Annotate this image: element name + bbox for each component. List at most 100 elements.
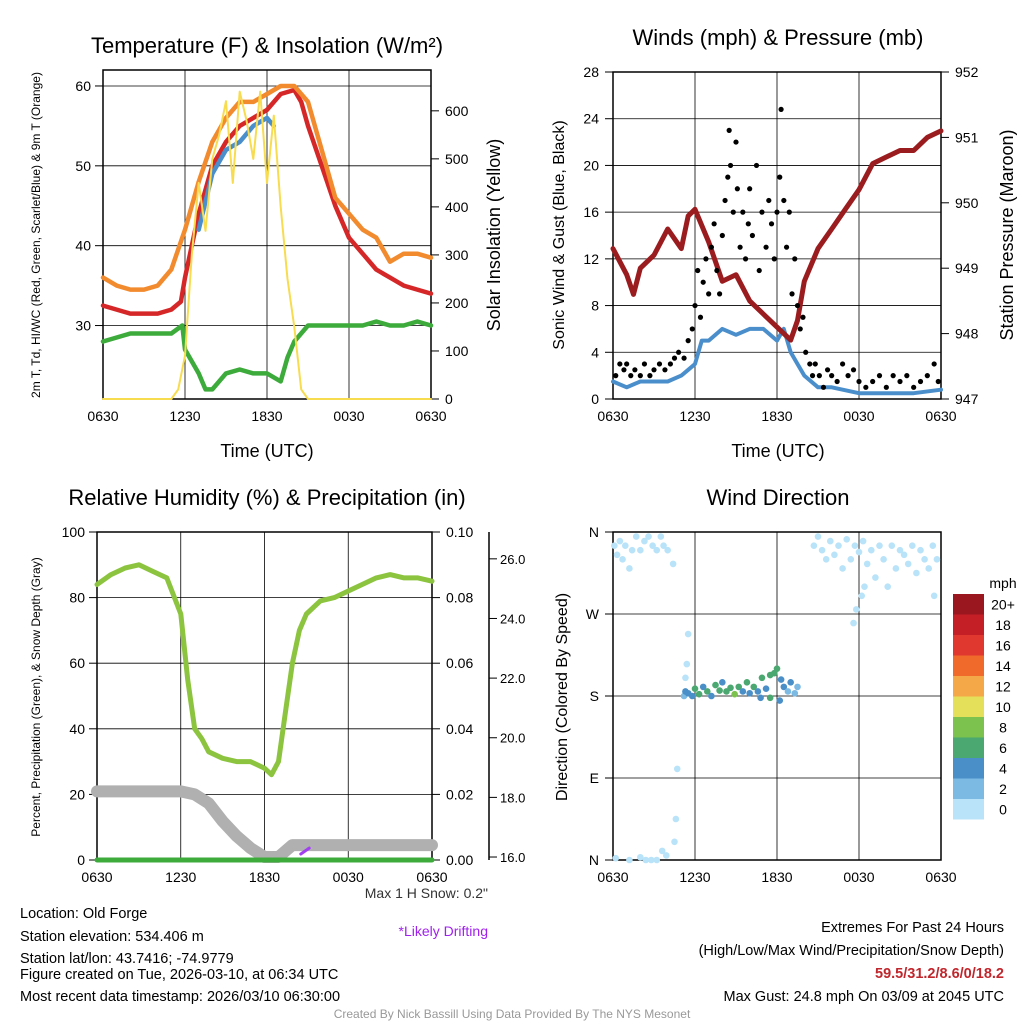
direction-point	[671, 838, 678, 846]
gust-point	[820, 384, 827, 390]
y-tick-label: 28	[583, 64, 599, 80]
y2-tick-label: 948	[955, 326, 979, 342]
direction-point	[626, 856, 633, 864]
y-tick-label: 16	[583, 204, 599, 220]
gust-point	[719, 232, 725, 239]
direction-point	[784, 688, 792, 695]
gust-point	[747, 186, 753, 192]
direction-point	[611, 542, 618, 549]
y3-tick-label: 18.0	[500, 790, 525, 805]
gust-point	[924, 373, 930, 379]
y-tick-label: 0	[77, 852, 85, 868]
direction-point	[872, 574, 879, 581]
gust-point	[734, 186, 740, 192]
legend-swatch	[953, 594, 984, 615]
direction-point	[716, 687, 723, 694]
y-axis-label: Percent, Precipitation (Green), & Snow D…	[29, 557, 43, 836]
y-tick-label: 50	[75, 158, 91, 174]
y-axis-label: Sonic Wind & Gust (Blue, Black)	[551, 120, 568, 349]
gust-point	[749, 232, 756, 239]
legend-label: 2	[999, 781, 1007, 797]
y2-tick-label: 0.00	[446, 852, 473, 868]
direction-point	[843, 535, 850, 543]
direction-point	[649, 542, 656, 549]
x-tick-label: 1230	[679, 408, 710, 424]
direction-point	[835, 542, 842, 549]
gust-point	[756, 267, 762, 274]
x-tick-label: 1230	[679, 869, 710, 885]
series-solar-insolation	[102, 90, 432, 400]
gust-point	[733, 139, 739, 145]
y2-tick-label: 950	[955, 195, 979, 211]
y-tick-label: 24	[583, 111, 599, 127]
legend-label: 20+	[991, 596, 1015, 612]
gust-point	[792, 256, 798, 262]
gust-point	[685, 338, 691, 344]
gust-point	[628, 373, 634, 379]
gust-point	[730, 209, 736, 215]
gust-point	[917, 378, 924, 385]
direction-point	[917, 546, 924, 554]
gust-point	[800, 314, 806, 320]
legend-swatch	[953, 717, 984, 738]
legend-label: 14	[995, 658, 1011, 674]
gust-point	[617, 361, 623, 367]
direction-point	[888, 542, 896, 549]
max-gust-text: Max Gust: 24.8 mph On 03/09 at 2045 UTC	[723, 989, 1004, 1005]
y2-axis-label: Solar Insolation (Yellow)	[484, 139, 504, 331]
direction-point	[628, 546, 636, 554]
gust-point	[681, 355, 687, 361]
direction-point	[851, 542, 859, 549]
direction-point	[658, 847, 666, 855]
y2-tick-label: 0.02	[446, 786, 473, 802]
direction-point	[852, 606, 860, 613]
direction-point	[750, 683, 758, 691]
gust-point	[742, 256, 749, 262]
gust-point	[656, 361, 663, 367]
gust-point	[890, 373, 896, 379]
direction-point	[684, 630, 692, 638]
direction-point	[904, 560, 912, 568]
legend-swatch	[953, 758, 984, 779]
direction-point	[810, 542, 818, 549]
gust-point	[651, 367, 657, 373]
y-tick-label: E	[590, 770, 599, 786]
direction-point	[619, 556, 626, 563]
x-axis-label: Time (UTC)	[731, 441, 824, 461]
drifting-annotation: *Likely Drifting	[399, 923, 488, 939]
legend-swatch	[953, 737, 984, 758]
legend-label: 4	[999, 760, 1007, 776]
y2-axis-label: Station Pressure (Maroon)	[997, 129, 1017, 340]
direction-point	[930, 592, 938, 600]
x-tick-label: 0030	[843, 408, 874, 424]
gust-point	[812, 361, 818, 367]
direction-point	[921, 556, 928, 563]
x-tick-label: 1830	[251, 408, 282, 424]
gust-point	[695, 267, 701, 274]
series-station-pressure	[610, 128, 944, 343]
y-tick-label: 60	[69, 655, 85, 671]
extremes-subtitle: (High/Low/Max Wind/Precipitation/Snow De…	[698, 943, 1004, 959]
direction-point	[660, 542, 667, 549]
gust-point	[700, 279, 706, 285]
series-hi-wc	[196, 115, 277, 232]
direction-point	[682, 674, 689, 682]
y2-tick-label: 400	[445, 199, 469, 215]
gust-point	[863, 384, 869, 390]
gust-point	[768, 221, 775, 227]
gust-point	[726, 127, 732, 133]
x-axis-label: Time (UTC)	[220, 441, 313, 461]
gust-point	[816, 373, 822, 379]
y3-tick-label: 24.0	[500, 611, 525, 626]
extremes-title: Extremes For Past 24 Hours	[821, 920, 1004, 936]
gust-point	[740, 209, 746, 215]
direction-point	[850, 619, 857, 627]
direction-point	[719, 679, 726, 686]
direction-point	[613, 551, 621, 559]
direction-point	[645, 533, 652, 540]
direction-point	[876, 542, 883, 549]
gust-point	[824, 367, 831, 373]
direction-point	[691, 685, 699, 693]
legend-label: 16	[995, 637, 1011, 653]
